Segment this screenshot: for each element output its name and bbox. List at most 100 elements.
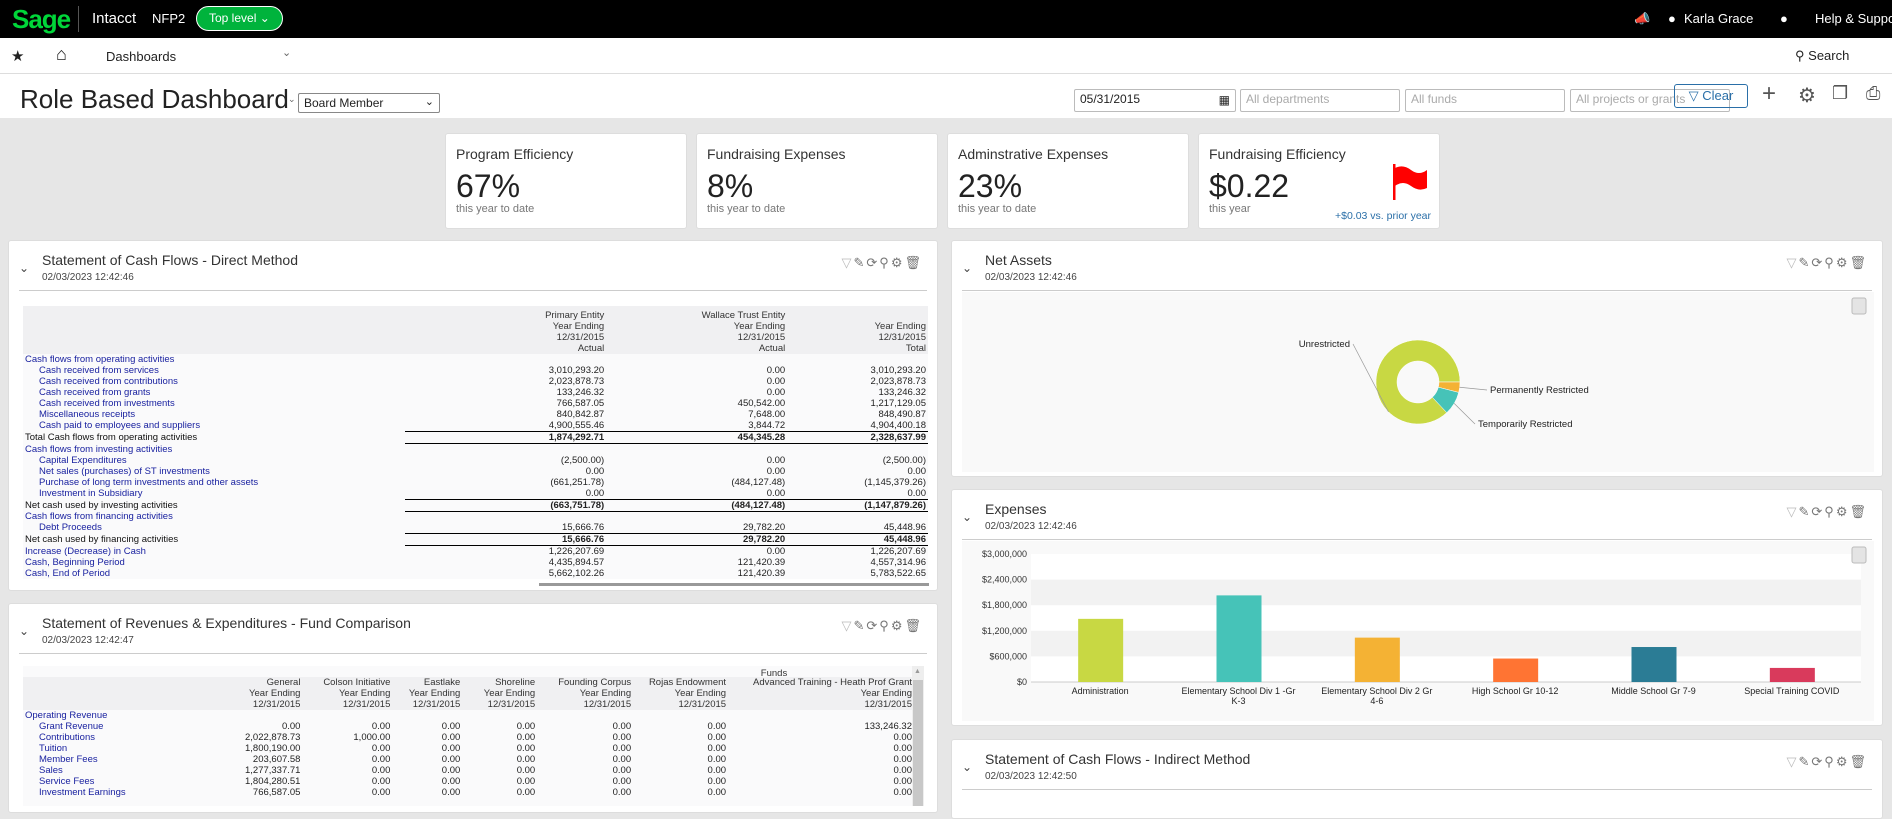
row-label[interactable]: Investment Earnings	[39, 787, 126, 798]
scrollbar[interactable]: ▲	[912, 666, 924, 806]
refresh-icon[interactable]: ⟳	[1811, 504, 1825, 519]
row-label[interactable]: Cash received from investments	[39, 398, 175, 409]
role-select[interactable]: Board Member ⌄	[298, 93, 440, 113]
gear-icon[interactable]: ⚙	[1798, 85, 1816, 107]
edit-icon[interactable]: ✎	[853, 255, 867, 270]
row-label[interactable]: Cash, Beginning Period	[25, 557, 125, 568]
row-label[interactable]: Operating Revenue	[25, 710, 108, 721]
home-icon[interactable]: ⌂	[56, 44, 67, 64]
filter-icon[interactable]: ▽	[1786, 504, 1799, 519]
row-label[interactable]: Contributions	[39, 732, 95, 743]
edit-icon[interactable]: ✎	[853, 618, 867, 633]
row-label[interactable]: Sales	[39, 765, 63, 776]
chevron-down-icon[interactable]: ⌄	[282, 47, 292, 59]
kpi-card[interactable]: Fundraising Expenses 8% this year to date	[696, 133, 938, 229]
sage-logo[interactable]: Sage	[12, 4, 71, 34]
delete-icon[interactable]: 🗑	[1849, 255, 1868, 270]
download-icon[interactable]	[1851, 297, 1867, 315]
funds-select[interactable]: All funds	[1405, 89, 1565, 112]
zoom-icon[interactable]: ⚲	[879, 618, 891, 633]
bar[interactable]	[1354, 637, 1400, 682]
row-label[interactable]: Investment in Subsidiary	[39, 487, 143, 499]
donut-slice[interactable]	[1432, 386, 1459, 413]
download-icon[interactable]	[1851, 546, 1867, 564]
refresh-icon[interactable]: ⟳	[1811, 754, 1825, 769]
entity-selector[interactable]: Top level ⌄	[196, 6, 283, 31]
print-icon[interactable]: ⎙	[1866, 83, 1881, 103]
row-label[interactable]: Service Fees	[39, 776, 95, 787]
date-input[interactable]: 05/31/2015 ▦	[1074, 89, 1236, 112]
row-label[interactable]: Net sales (purchases) of ST investments	[39, 465, 210, 477]
collapse-chevron-icon[interactable]: ⌄	[962, 760, 973, 774]
bar[interactable]	[1078, 618, 1124, 682]
megaphone-icon[interactable]: 📣	[1634, 11, 1651, 26]
donut-slice[interactable]	[1375, 339, 1461, 425]
dashboards-menu[interactable]: Dashboards	[106, 49, 177, 64]
collapse-chevron-icon[interactable]: ⌄	[19, 624, 30, 638]
kpi-card[interactable]: Adminstrative Expenses 23% this year to da…	[947, 133, 1189, 229]
row-label[interactable]: Cash received from contributions	[39, 376, 178, 387]
zoom-icon[interactable]: ⚲	[1824, 255, 1836, 270]
edit-icon[interactable]: ✎	[1798, 255, 1812, 270]
search-button[interactable]: ⚲ Search	[1795, 48, 1849, 64]
star-icon[interactable]: ★	[11, 48, 25, 65]
gear-icon[interactable]: ⚙	[890, 618, 905, 633]
row-label[interactable]: Debt Proceeds	[39, 522, 102, 534]
refresh-icon[interactable]: ⟳	[866, 618, 880, 633]
row-label[interactable]: Member Fees	[39, 754, 98, 765]
departments-select[interactable]: All departments	[1240, 89, 1400, 112]
gear-icon[interactable]: ⚙	[1835, 504, 1850, 519]
row-label[interactable]: Capital Expenditures	[39, 454, 127, 466]
collapse-chevron-icon[interactable]: ⌄	[962, 261, 973, 275]
delete-icon[interactable]: 🗑	[1849, 504, 1868, 519]
row-label[interactable]: Cash flows from financing activities	[25, 511, 173, 522]
filter-icon[interactable]: ▽	[1786, 255, 1799, 270]
delete-icon[interactable]: 🗑	[1849, 754, 1868, 769]
scrollbar-thumb[interactable]	[913, 680, 923, 806]
zoom-icon[interactable]: ⚲	[879, 255, 891, 270]
collapse-chevron-icon[interactable]: ⌄	[962, 510, 973, 524]
delete-icon[interactable]: 🗑	[904, 618, 923, 633]
filter-icon[interactable]: ▽	[841, 255, 854, 270]
chevron-down-icon[interactable]: ⌄	[288, 94, 296, 104]
zoom-icon[interactable]: ⚲	[1824, 754, 1836, 769]
row-label[interactable]: Cash paid to employees and suppliers	[39, 420, 201, 432]
refresh-icon[interactable]: ⟳	[1811, 255, 1825, 270]
bar[interactable]	[1631, 647, 1677, 682]
zoom-icon[interactable]: ⚲	[1824, 504, 1836, 519]
refresh-icon[interactable]: ⟳	[866, 255, 880, 270]
bar[interactable]	[1493, 658, 1539, 682]
user-menu[interactable]: Karla Grace	[1684, 11, 1754, 26]
add-icon[interactable]: +	[1762, 80, 1777, 107]
projects-select[interactable]: All projects or grants	[1570, 89, 1730, 112]
gear-icon[interactable]: ⚙	[890, 255, 905, 270]
row-label[interactable]: Cash received from grants	[39, 387, 151, 398]
kpi-card[interactable]: Fundraising Efficiency $0.22 this year +$0.…	[1198, 133, 1440, 229]
edit-icon[interactable]: ✎	[1798, 754, 1812, 769]
edit-icon[interactable]: ✎	[1798, 504, 1812, 519]
chat-icon[interactable]: ●	[1780, 11, 1788, 26]
collapse-chevron-icon[interactable]: ⌄	[19, 261, 30, 275]
row-label[interactable]: Purchase of long term investments and ot…	[39, 476, 259, 488]
clear-filters-button[interactable]: ▽ Clear	[1674, 84, 1748, 108]
gear-icon[interactable]: ⚙	[1835, 255, 1850, 270]
row-label[interactable]: Cash received from services	[39, 365, 159, 376]
scroll-up-icon[interactable]: ▲	[914, 668, 921, 675]
row-label[interactable]: Increase (Decrease) in Cash	[25, 545, 146, 557]
bar[interactable]	[1216, 595, 1262, 682]
delete-icon[interactable]: 🗑	[904, 255, 923, 270]
filter-icon[interactable]: ▽	[1786, 754, 1799, 769]
filter-icon[interactable]: ▽	[841, 618, 854, 633]
row-label[interactable]: Cash, End of Period	[25, 568, 111, 579]
row-label[interactable]: Grant Revenue	[39, 721, 104, 732]
row-label[interactable]: Tuition	[39, 743, 68, 754]
row-label[interactable]: Miscellaneous receipts	[39, 409, 136, 420]
help-link[interactable]: Help & Support	[1815, 11, 1892, 26]
kpi-card[interactable]: Program Efficiency 67% this year to date	[445, 133, 687, 229]
row-label[interactable]: Cash flows from investing activities	[25, 443, 173, 455]
row-label[interactable]: Cash flows from operating activities	[25, 354, 175, 365]
bar[interactable]	[1769, 667, 1815, 682]
gear-icon[interactable]: ⚙	[1835, 754, 1850, 769]
y-tick-label: $2,400,000	[982, 575, 1027, 585]
copy-icon[interactable]: ❐	[1832, 83, 1849, 103]
